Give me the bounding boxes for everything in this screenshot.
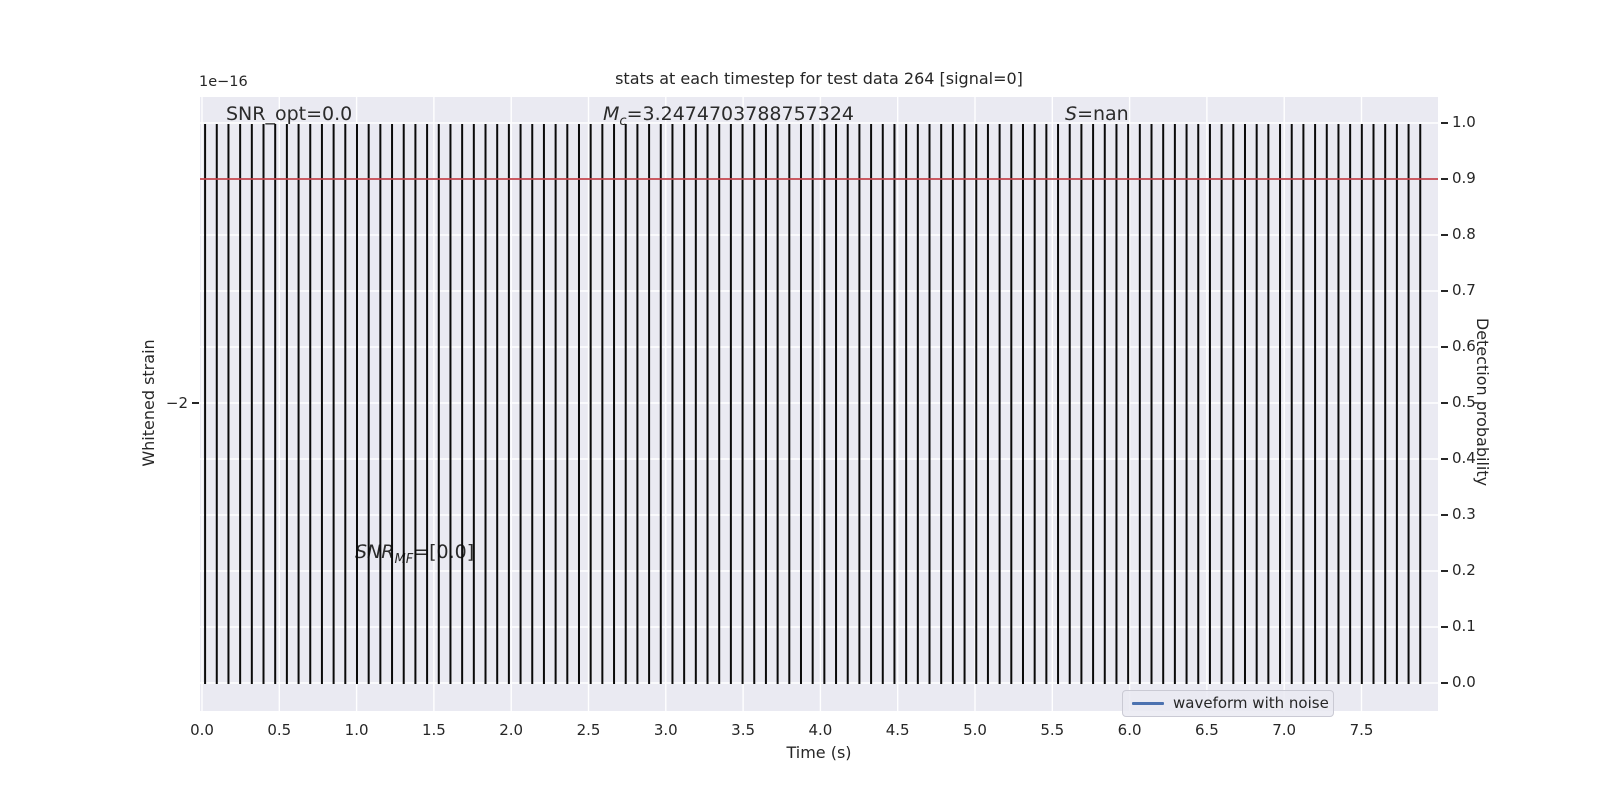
right-y-tick-mark [1441, 178, 1448, 180]
x-tick-label: 1.0 [344, 721, 369, 739]
x-tick-label: 5.0 [963, 721, 987, 739]
right-y-tick-label: 1.0 [1452, 113, 1476, 131]
x-tick-label: 3.5 [731, 721, 756, 739]
plot-area: SNR_opt=0.0 Mc=3.2474703788757324 S=nan … [200, 97, 1438, 711]
left-y-tick-mark [192, 402, 199, 404]
annotation-chirp-mass: Mc=3.2474703788757324 [603, 103, 854, 129]
left-y-axis-label: Whitened strain [139, 339, 158, 467]
right-y-tick-mark [1441, 290, 1448, 292]
right-y-tick-label: 0.5 [1452, 393, 1476, 411]
legend: waveform with noise [1122, 690, 1334, 717]
right-y-tick-mark [1441, 122, 1448, 124]
annotation-chirp-mass-subscript: c [619, 113, 627, 129]
right-y-tick-mark [1441, 402, 1448, 404]
right-y-tick-label: 0.0 [1452, 673, 1476, 691]
right-y-tick-label: 0.4 [1452, 449, 1476, 467]
x-tick-label: 0.5 [267, 721, 292, 739]
x-tick-label: 4.0 [808, 721, 833, 739]
right-y-tick-label: 0.2 [1452, 561, 1476, 579]
x-tick-label: 2.0 [499, 721, 524, 739]
right-y-tick-label: 0.9 [1452, 169, 1476, 187]
annotation-snr-mf: SNRMF=[0.0] [355, 541, 474, 567]
annotation-snr-opt-text: SNR_opt=0.0 [226, 103, 353, 125]
x-tick-label: 2.5 [576, 721, 601, 739]
right-y-tick-mark [1441, 346, 1448, 348]
x-tick-label: 0.0 [190, 721, 214, 739]
annotation-chirp-mass-symbol: M [603, 103, 620, 125]
annotation-chirp-mass-value: =3.2474703788757324 [626, 103, 855, 125]
x-tick-label: 7.5 [1349, 721, 1374, 739]
right-y-tick-mark [1441, 570, 1448, 572]
x-tick-label: 3.0 [653, 721, 678, 739]
y-axis-offset-text: 1e−16 [199, 74, 248, 90]
chart-title: stats at each timestep for test data 264… [615, 69, 1023, 88]
legend-line-swatch [1132, 702, 1164, 705]
annotation-stat-value: =nan [1077, 103, 1129, 125]
right-y-tick-mark [1441, 234, 1448, 236]
x-tick-label: 7.0 [1272, 721, 1297, 739]
x-tick-label: 6.5 [1194, 721, 1219, 739]
annotation-snr-mf-symbol: SNR [355, 541, 395, 563]
right-y-tick-mark [1441, 682, 1448, 684]
right-y-tick-label: 0.1 [1452, 617, 1476, 635]
annotation-snr-mf-value: =[0.0] [413, 541, 475, 563]
right-y-tick-mark [1441, 458, 1448, 460]
waveform-plot [200, 124, 1438, 684]
right-y-tick-mark [1441, 626, 1448, 628]
annotation-snr-mf-subscript: MF [394, 551, 414, 567]
grid-lines [200, 97, 1438, 711]
right-y-tick-mark [1441, 514, 1448, 516]
annotation-stat: S=nan [1065, 103, 1129, 125]
annotation-snr-opt: SNR_opt=0.0 [226, 103, 352, 125]
left-y-tick-label: −2 [165, 394, 188, 412]
annotation-stat-symbol: S [1065, 103, 1078, 125]
right-y-tick-label: 0.7 [1452, 281, 1476, 299]
x-tick-label: 4.5 [885, 721, 910, 739]
right-y-tick-label: 0.3 [1452, 505, 1476, 523]
x-axis-label: Time (s) [786, 743, 852, 762]
x-tick-label: 1.5 [421, 721, 446, 739]
legend-label: waveform with noise [1173, 694, 1329, 712]
x-tick-label: 5.5 [1040, 721, 1065, 739]
right-y-tick-label: 0.6 [1452, 337, 1476, 355]
x-tick-label: 6.0 [1117, 721, 1142, 739]
right-y-tick-label: 0.8 [1452, 225, 1476, 243]
